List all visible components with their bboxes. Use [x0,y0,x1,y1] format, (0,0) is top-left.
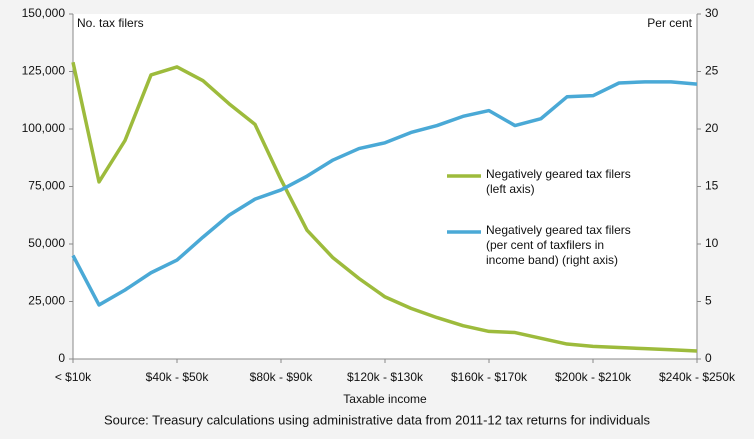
x-tick-label: $200k - $210k [555,370,632,384]
y-tick-label: 150,000 [22,6,66,20]
x-tick-label: $40k - $50k [146,370,210,384]
x-axis-label: Taxable income [343,392,427,406]
source-note: Source: Treasury calculations using admi… [104,412,651,427]
legend-label: Negatively geared tax filers (per cent o… [486,223,631,267]
y-tick-label: 25,000 [28,294,65,308]
y2-tick-label: 10 [705,236,719,250]
y2-tick-label: 5 [705,294,712,308]
y2-tick-label: 20 [705,121,719,135]
y2-tick-label: 30 [705,6,719,20]
y-tick-label: 50,000 [28,236,65,250]
y2-tick-label: 15 [705,179,719,193]
y-axis-label: No. tax filers [77,16,144,30]
series-line [71,80,698,307]
x-tick-label: $240k - $250k [659,370,736,384]
x-tick-label: $160k - $170k [451,370,528,384]
series-line [71,61,698,353]
x-tick-label: $120k - $130k [347,370,424,384]
y-tick-label: 0 [58,351,65,365]
y-tick-label: 75,000 [28,179,65,193]
y2-tick-label: 0 [705,351,712,365]
legend-label: Negatively geared tax filers (left axis) [486,167,631,196]
x-tick-label: $80k - $90k [250,370,314,384]
x-tick-label: < $10k [55,370,92,384]
plot-area [73,14,697,359]
y2-tick-label: 25 [705,64,719,78]
y2-axis-label: Per cent [647,16,692,30]
y-tick-label: 125,000 [22,64,66,78]
y-tick-label: 100,000 [22,121,66,135]
